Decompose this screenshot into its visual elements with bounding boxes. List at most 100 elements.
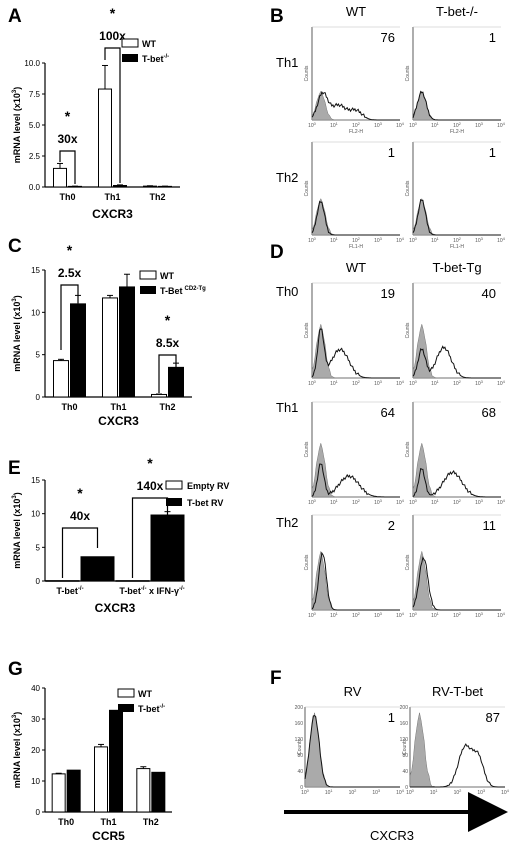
flow-x-tick-label: 104 xyxy=(396,498,405,506)
legend-swatch-ko xyxy=(118,704,134,712)
significance-star: * xyxy=(67,242,73,258)
bar xyxy=(45,580,80,582)
percent-positive: 40 xyxy=(482,286,496,301)
isotype-histogram xyxy=(412,551,501,611)
percent-positive: 87 xyxy=(486,710,500,725)
legend-label-wt: WT xyxy=(142,39,156,49)
bar xyxy=(113,185,127,188)
flow-y-axis-label: Counts xyxy=(405,554,411,570)
flow-x-tick-label: 102 xyxy=(453,236,462,244)
flow-panel-d: WT T-bet-Tg Th0 Th1 Th2 19 Counts 100 101 102 103 1… xyxy=(276,260,506,619)
y-tick-label: 20 xyxy=(31,746,40,755)
flow-x-tick-label: 101 xyxy=(431,498,440,506)
legend-a: WT T-bet-/- xyxy=(121,38,169,64)
y-tick-label: 15 xyxy=(31,476,40,485)
stained-histogram xyxy=(412,467,501,498)
panel-label-a: A xyxy=(8,6,22,27)
fold-change-label: 2.5x xyxy=(58,266,82,280)
flow-y-axis-label: Counts xyxy=(304,65,310,81)
percent-positive: 1 xyxy=(388,145,395,160)
flow-y-tick-label: 0 xyxy=(405,785,408,791)
flow-x-tick-label: 104 xyxy=(396,379,405,387)
stained-histogram xyxy=(412,556,501,611)
flow-y-axis-label: Counts xyxy=(402,739,408,755)
x-tick-label: Th0 xyxy=(61,402,77,412)
fold-change-label: 40x xyxy=(70,509,90,523)
x-tick-label: Th2 xyxy=(143,817,159,827)
bar xyxy=(119,286,135,398)
y-axis-label: mRNA level (x103) xyxy=(12,87,22,164)
panel-label-f: F xyxy=(270,668,282,689)
bar-chart-c: 0 5 10 15 mRNA level (x103) Th0 Th1 Th2 CXCR3 2.5… xyxy=(12,242,192,428)
x-axis-label: CCR5 xyxy=(92,829,125,843)
bar xyxy=(168,366,184,398)
bar xyxy=(150,514,185,582)
flow-x-tick-label: 103 xyxy=(374,498,383,506)
flow-x-tick-label: 102 xyxy=(352,611,361,619)
legend-e: Empty RV T-bet RV xyxy=(165,480,229,508)
x-tick-label: Th0 xyxy=(59,192,75,202)
panel-label-e: E xyxy=(8,458,21,479)
significance-bracket xyxy=(158,354,177,393)
bar xyxy=(136,768,151,813)
flow-y-axis-label: Counts xyxy=(405,322,411,338)
bar xyxy=(70,303,86,398)
y-tick-label: 10 xyxy=(31,777,40,786)
legend-swatch-tg xyxy=(140,286,156,294)
y-tick-label: 10 xyxy=(31,510,40,519)
flow-x-tick-label: 101 xyxy=(431,379,440,387)
flow-x-tick-label: 102 xyxy=(453,611,462,619)
flow-x-tick-label: 102 xyxy=(352,121,361,129)
legend-label-wt: WT xyxy=(138,689,152,699)
y-axis-label: mRNA level (x103) xyxy=(12,295,22,372)
flow-y-tick-label: 160 xyxy=(295,721,304,727)
legend-swatch-wt xyxy=(117,688,135,698)
significance-bracket xyxy=(131,497,169,578)
percent-positive: 1 xyxy=(489,30,496,45)
y-tick-label: 5 xyxy=(36,543,41,552)
fold-change-label: 100x xyxy=(99,29,126,43)
flow-x-tick-label: 103 xyxy=(374,236,383,244)
y-tick-label: 0 xyxy=(36,577,41,586)
flow-x-tick-label: 103 xyxy=(374,611,383,619)
x-tick-label: T-bet-/- xyxy=(56,586,83,596)
significance-bracket xyxy=(104,47,121,183)
x-axis-label: CXCR3 xyxy=(95,601,136,615)
y-tick-label: 7.5 xyxy=(29,90,41,99)
fold-change-label: 30x xyxy=(57,132,77,146)
flow-y-axis-label: Counts xyxy=(405,441,411,457)
stained-histogram xyxy=(412,198,501,236)
percent-positive: 11 xyxy=(483,518,497,533)
flow-x-tick-label: 104 xyxy=(497,611,506,619)
flow-x-tick-label: 103 xyxy=(374,379,383,387)
fold-change-label: 8.5x xyxy=(156,336,180,350)
y-tick-label: 30 xyxy=(31,715,40,724)
flow-row-label: Th0 xyxy=(276,284,298,299)
percent-positive: 1 xyxy=(388,710,395,725)
panel-label-d: D xyxy=(270,242,284,263)
isotype-histogram xyxy=(311,90,400,121)
y-tick-label: 2.5 xyxy=(29,152,41,161)
flow-y-tick-label: 160 xyxy=(400,721,409,727)
isotype-histogram xyxy=(304,712,400,788)
flow-row-label: Th1 xyxy=(276,55,298,70)
flow-x-tick-label: 102 xyxy=(453,379,462,387)
flow-x-tick-label: 103 xyxy=(374,121,383,129)
legend-swatch-wt xyxy=(139,270,157,280)
flow-x-axis-label: FL2-H xyxy=(349,129,363,135)
flow-y-tick-label: 0 xyxy=(300,785,303,791)
x-tick-label: T-bet-/- x IFN-γ-/- xyxy=(119,586,184,596)
flow-column-header: RV-T-bet xyxy=(432,684,483,699)
flow-x-tick-label: 101 xyxy=(330,121,339,129)
flow-x-tick-label: 104 xyxy=(497,498,506,506)
flow-column-header: WT xyxy=(346,260,366,275)
flow-y-tick-label: 40 xyxy=(297,769,303,775)
flow-x-tick-label: 101 xyxy=(330,611,339,619)
flow-y-tick-label: 120 xyxy=(400,737,409,743)
bar xyxy=(53,167,67,188)
legend-swatch-wt xyxy=(121,38,139,48)
bar xyxy=(53,360,69,398)
panel-label-g: G xyxy=(8,659,23,680)
bar xyxy=(115,580,150,582)
